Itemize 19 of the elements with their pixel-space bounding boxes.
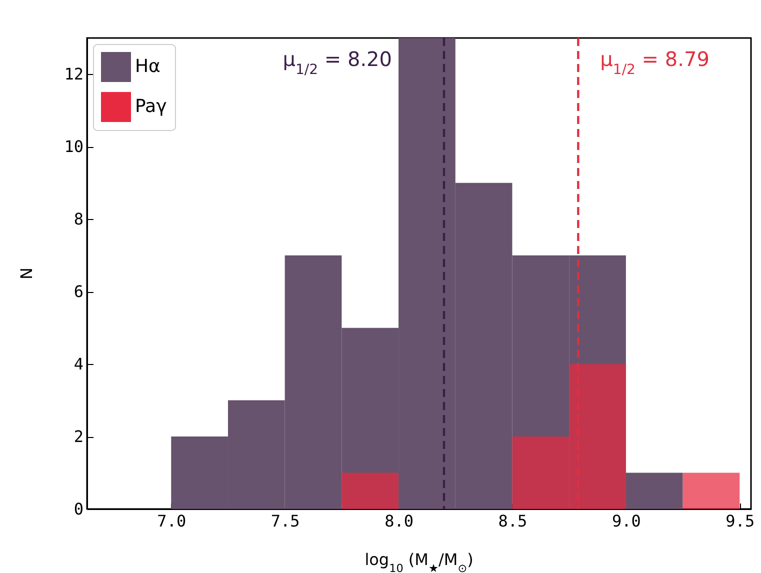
y-tick-label: 4 — [74, 354, 84, 374]
x-axis-title: log$_{10}$ (M$_{★}$/M$_{⊙}$) — [364, 550, 474, 573]
y-tick-label: 2 — [74, 427, 84, 446]
x-tick-label: 9.5 — [726, 512, 755, 530]
x-tick-label: 7.0 — [157, 512, 186, 530]
y-tick-label: 0 — [74, 500, 84, 518]
y-tick-label: 10 — [64, 137, 84, 156]
y-tick-label: 12 — [64, 64, 84, 84]
x-tick-label: 7.5 — [270, 512, 300, 530]
y-tick-label: 8 — [74, 210, 84, 229]
legend-label: Paγ — [135, 96, 168, 117]
legend-label: Hα — [135, 56, 160, 77]
x-tick-label: 9.0 — [612, 512, 641, 530]
x-tick-label: 8.5 — [498, 512, 528, 530]
ref-line-label: μ$_{1/2}$ = 8.79 — [600, 47, 710, 78]
ref-line-label: μ$_{1/2}$ = 8.20 — [282, 47, 392, 78]
y-axis-title: N — [17, 268, 36, 280]
x-tick-label: 8.0 — [384, 512, 414, 530]
y-tick-label: 6 — [74, 282, 84, 302]
